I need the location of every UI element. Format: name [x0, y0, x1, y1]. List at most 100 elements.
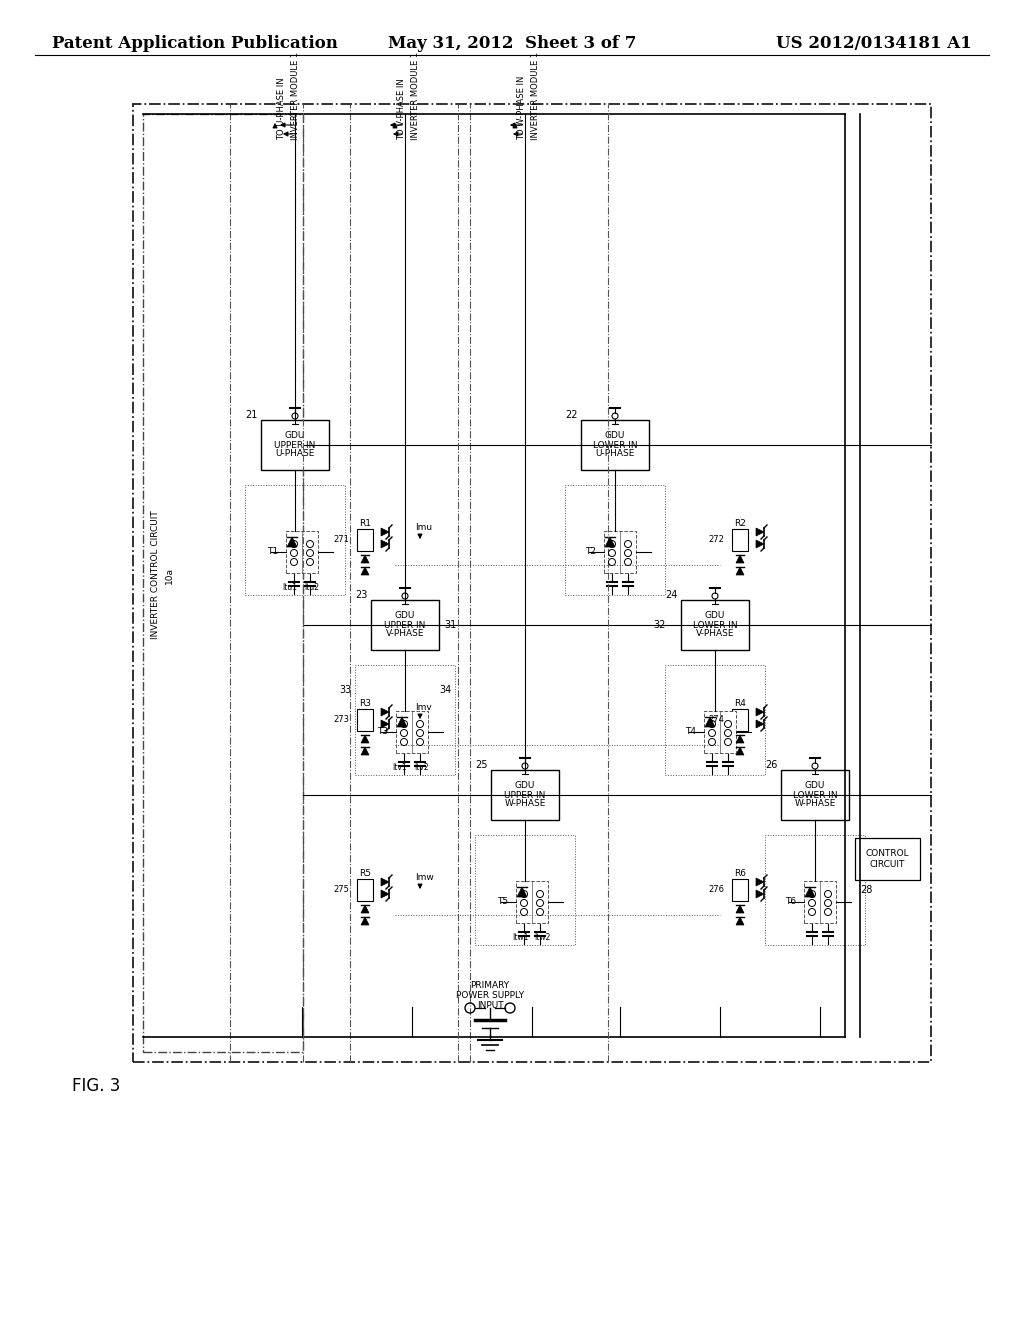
Bar: [396, 711, 428, 752]
Text: 273: 273: [333, 715, 349, 725]
Text: INVERTER CONTROL CIRCUIT: INVERTER CONTROL CIRCUIT: [151, 511, 160, 639]
Text: 26: 26: [765, 760, 777, 770]
Text: Itv1: Itv1: [392, 763, 408, 771]
Polygon shape: [381, 878, 389, 886]
Text: T6: T6: [784, 898, 796, 907]
Text: 33: 33: [339, 685, 351, 696]
Text: 32: 32: [653, 620, 666, 630]
Bar: [781, 770, 849, 820]
Polygon shape: [361, 568, 369, 576]
Polygon shape: [736, 554, 744, 564]
Polygon shape: [381, 540, 389, 548]
Text: 276: 276: [708, 886, 724, 895]
Polygon shape: [361, 917, 369, 925]
Text: GDU: GDU: [515, 781, 536, 791]
Bar: [581, 420, 649, 470]
Text: R6: R6: [734, 870, 746, 879]
Text: GDU: GDU: [395, 611, 415, 620]
Bar: [357, 709, 373, 731]
Text: 10a: 10a: [165, 566, 174, 583]
Text: R1: R1: [359, 520, 371, 528]
Polygon shape: [736, 906, 744, 913]
Polygon shape: [756, 708, 764, 715]
Bar: [355, 665, 455, 775]
Text: UPPER IN: UPPER IN: [274, 441, 315, 450]
Text: Itw2: Itw2: [534, 932, 550, 941]
Bar: [490, 770, 559, 820]
Polygon shape: [756, 890, 764, 898]
Text: T2: T2: [585, 548, 596, 557]
Bar: [681, 601, 749, 649]
Text: 25: 25: [475, 760, 487, 770]
Bar: [665, 665, 765, 775]
Text: LOWER IN: LOWER IN: [593, 441, 637, 450]
Text: R2: R2: [734, 520, 745, 528]
Text: V-PHASE: V-PHASE: [386, 630, 424, 639]
Bar: [705, 711, 736, 752]
Polygon shape: [756, 878, 764, 886]
Text: R4: R4: [734, 700, 745, 709]
Polygon shape: [756, 719, 764, 729]
Text: GDU: GDU: [705, 611, 725, 620]
Bar: [604, 531, 636, 573]
Polygon shape: [397, 717, 407, 727]
Text: US 2012/0134181 A1: US 2012/0134181 A1: [776, 36, 972, 51]
Text: T3: T3: [377, 727, 388, 737]
Polygon shape: [287, 537, 297, 546]
Text: Patent Application Publication: Patent Application Publication: [52, 36, 338, 51]
Text: 23: 23: [354, 590, 368, 601]
Text: 22: 22: [565, 411, 578, 420]
Text: R5: R5: [359, 870, 371, 879]
Polygon shape: [361, 906, 369, 913]
Polygon shape: [381, 890, 389, 898]
Text: U-PHASE: U-PHASE: [275, 450, 314, 458]
Text: T5: T5: [497, 898, 508, 907]
Bar: [133, 104, 931, 1063]
Text: LOWER IN: LOWER IN: [692, 620, 737, 630]
Polygon shape: [805, 887, 815, 898]
Polygon shape: [361, 747, 369, 755]
Text: CONTROL: CONTROL: [865, 850, 909, 858]
Polygon shape: [381, 719, 389, 729]
Polygon shape: [705, 717, 715, 727]
Polygon shape: [605, 537, 615, 546]
Bar: [143, 114, 303, 1052]
Text: 34: 34: [439, 685, 452, 696]
Polygon shape: [736, 917, 744, 925]
Text: W-PHASE: W-PHASE: [504, 800, 546, 808]
Polygon shape: [736, 568, 744, 576]
Polygon shape: [736, 735, 744, 743]
Bar: [357, 529, 373, 550]
Text: LOWER IN: LOWER IN: [793, 791, 838, 800]
Bar: [245, 484, 345, 595]
Text: W-PHASE: W-PHASE: [795, 800, 836, 808]
Text: 21: 21: [245, 411, 257, 420]
Text: POWER SUPPLY: POWER SUPPLY: [456, 990, 524, 999]
Text: INVERTER MODULE 1: INVERTER MODULE 1: [531, 51, 541, 140]
Text: INVERTER MODULE 1: INVERTER MODULE 1: [412, 51, 421, 140]
Text: 271: 271: [333, 536, 349, 544]
Bar: [732, 529, 748, 550]
Bar: [732, 709, 748, 731]
Text: UPPER IN: UPPER IN: [504, 791, 546, 800]
Text: TO W-PHASE IN: TO W-PHASE IN: [517, 75, 526, 140]
Text: Imv: Imv: [415, 704, 432, 713]
Bar: [765, 836, 865, 945]
Text: Itu2: Itu2: [304, 582, 319, 591]
Text: 274: 274: [709, 715, 724, 725]
Text: R3: R3: [359, 700, 371, 709]
Bar: [565, 484, 665, 595]
Polygon shape: [736, 747, 744, 755]
Polygon shape: [381, 708, 389, 715]
Bar: [516, 880, 548, 923]
Bar: [855, 838, 920, 880]
Text: INVERTER MODULE 1: INVERTER MODULE 1: [292, 51, 300, 140]
Text: T4: T4: [685, 727, 696, 737]
Text: CIRCUIT: CIRCUIT: [869, 859, 904, 869]
Polygon shape: [381, 528, 389, 536]
Polygon shape: [361, 554, 369, 564]
Text: Itw1: Itw1: [512, 932, 528, 941]
Text: GDU: GDU: [285, 432, 305, 441]
Bar: [371, 601, 439, 649]
Text: TO V-PHASE IN: TO V-PHASE IN: [397, 78, 407, 140]
